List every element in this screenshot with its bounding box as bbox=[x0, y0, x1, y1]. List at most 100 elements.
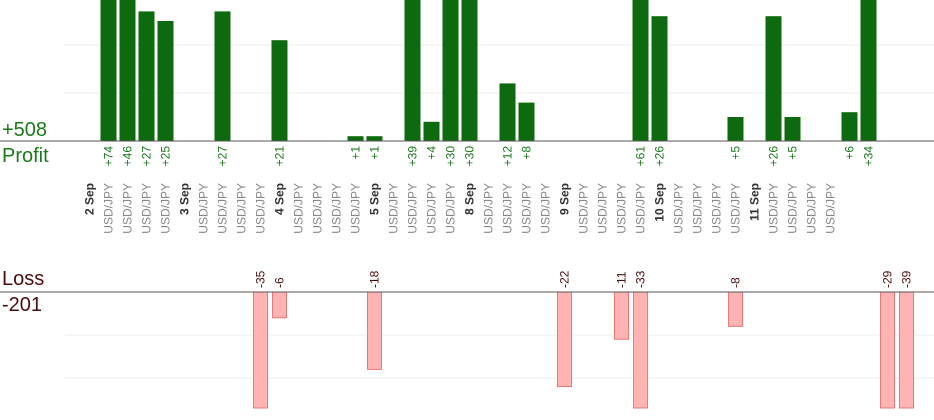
loss-bar bbox=[614, 291, 629, 340]
loss-value-label: -29 bbox=[881, 270, 895, 288]
profit-bar bbox=[138, 11, 155, 142]
loss-bar bbox=[253, 291, 268, 409]
loss-bar bbox=[880, 291, 895, 409]
profit-value-label: +30 bbox=[444, 146, 458, 167]
pair-label: USD/JPY bbox=[786, 183, 800, 234]
pair-label: USD/JPY bbox=[235, 183, 249, 234]
loss-value-label: -35 bbox=[254, 270, 268, 288]
loss-label: Loss bbox=[2, 268, 45, 290]
loss-bar bbox=[728, 291, 743, 327]
pair-label: USD/JPY bbox=[216, 183, 230, 234]
profit-bar bbox=[860, 0, 877, 141]
loss-total: -201 bbox=[2, 294, 43, 316]
loss-value-label: -22 bbox=[558, 270, 572, 288]
date-label: 11 Sep bbox=[748, 183, 762, 221]
profit-value-label: +6 bbox=[843, 146, 857, 160]
loss-value-label: -8 bbox=[729, 277, 743, 288]
profit-bar bbox=[461, 0, 478, 141]
profit-bar bbox=[442, 0, 459, 141]
profit-bar bbox=[100, 0, 117, 141]
loss-value-label: -33 bbox=[634, 270, 648, 288]
pair-label: USD/JPY bbox=[140, 183, 154, 234]
pair-label: USD/JPY bbox=[615, 183, 629, 234]
profit-bar bbox=[499, 83, 516, 141]
date-label: 3 Sep bbox=[178, 183, 192, 215]
profit-bar bbox=[727, 117, 744, 141]
profit-bar bbox=[423, 121, 440, 141]
profit-value-label: +12 bbox=[501, 146, 515, 167]
pair-label: USD/JPY bbox=[672, 183, 686, 234]
profit-value-label: +21 bbox=[273, 146, 287, 167]
pair-label: USD/JPY bbox=[121, 183, 135, 234]
pair-label: USD/JPY bbox=[330, 183, 344, 234]
date-label: 10 Sep bbox=[653, 183, 667, 222]
date-label: 5 Sep bbox=[368, 183, 382, 215]
profit-label: Profit bbox=[2, 145, 49, 167]
pair-label: USD/JPY bbox=[596, 183, 610, 234]
loss-bar bbox=[367, 291, 382, 370]
profit-value-label: +26 bbox=[767, 146, 781, 167]
profit-value-label: +39 bbox=[406, 146, 420, 167]
pair-label: USD/JPY bbox=[710, 183, 724, 234]
loss-value-label: -18 bbox=[368, 270, 382, 288]
profit-value-label: +5 bbox=[786, 146, 800, 160]
loss-bar bbox=[272, 291, 287, 319]
profit-value-label: +4 bbox=[425, 146, 439, 160]
profit-value-label: +1 bbox=[349, 146, 363, 160]
profit-bar bbox=[765, 16, 782, 142]
profit-value-label: +27 bbox=[216, 146, 230, 167]
profit-bar bbox=[119, 0, 136, 141]
profit-value-label: +27 bbox=[140, 146, 154, 167]
profit-value-label: +30 bbox=[463, 146, 477, 167]
pair-label: USD/JPY bbox=[349, 183, 363, 234]
profit-value-label: +34 bbox=[862, 146, 876, 167]
profit-bar bbox=[157, 21, 174, 141]
profit-bar bbox=[347, 136, 364, 141]
date-label: 2 Sep bbox=[83, 183, 97, 215]
pair-label: USD/JPY bbox=[520, 183, 534, 234]
loss-bar bbox=[633, 291, 648, 409]
profit-bar bbox=[632, 0, 649, 141]
pair-label: USD/JPY bbox=[729, 183, 743, 234]
profit-bar bbox=[271, 40, 288, 142]
pair-label: USD/JPY bbox=[805, 183, 819, 234]
profit-value-label: +74 bbox=[102, 146, 116, 167]
pair-label: USD/JPY bbox=[254, 183, 268, 234]
pair-label: USD/JPY bbox=[539, 183, 553, 234]
loss-value-label: -39 bbox=[900, 270, 914, 288]
pair-label: USD/JPY bbox=[691, 183, 705, 234]
loss-bar bbox=[557, 291, 572, 388]
pair-label: USD/JPY bbox=[577, 183, 591, 234]
profit-value-label: +8 bbox=[520, 146, 534, 160]
profit-bar bbox=[404, 0, 421, 141]
loss-bar bbox=[899, 291, 914, 409]
profit-bar bbox=[366, 136, 383, 141]
profit-value-label: +1 bbox=[368, 146, 382, 160]
profit-value-label: +25 bbox=[159, 146, 173, 167]
profit-bar bbox=[784, 117, 801, 141]
pair-label: USD/JPY bbox=[824, 183, 838, 234]
pair-label: USD/JPY bbox=[482, 183, 496, 234]
profit-value-label: +46 bbox=[121, 146, 135, 167]
profit-bar bbox=[214, 11, 231, 142]
pair-label: USD/JPY bbox=[311, 183, 325, 234]
pair-label: USD/JPY bbox=[387, 183, 401, 234]
loss-value-label: -11 bbox=[615, 271, 629, 288]
pair-label: USD/JPY bbox=[292, 183, 306, 234]
profit-bar bbox=[651, 16, 668, 142]
profit-value-label: +61 bbox=[634, 146, 648, 167]
loss-value-label: -6 bbox=[273, 277, 287, 288]
profit-bar bbox=[841, 112, 858, 141]
date-label: 8 Sep bbox=[463, 183, 477, 215]
pair-label: USD/JPY bbox=[159, 183, 173, 234]
date-label: 4 Sep bbox=[273, 183, 287, 215]
pair-label: USD/JPY bbox=[634, 183, 648, 234]
pair-label: USD/JPY bbox=[767, 183, 781, 234]
pair-label: USD/JPY bbox=[102, 183, 116, 234]
date-label: 9 Sep bbox=[558, 183, 572, 215]
pair-label: USD/JPY bbox=[425, 183, 439, 234]
profit-total: +508 bbox=[2, 119, 48, 141]
pair-label: USD/JPY bbox=[406, 183, 420, 234]
pair-label: USD/JPY bbox=[501, 183, 515, 234]
